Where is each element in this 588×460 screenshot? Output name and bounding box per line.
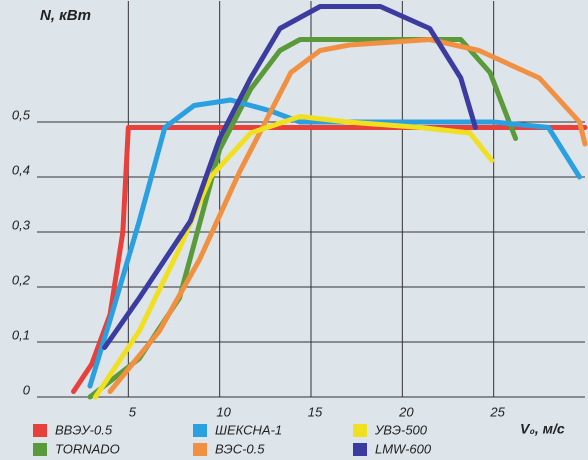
legend-swatch: [33, 424, 47, 437]
x-tick-label: 10: [216, 404, 231, 419]
y-tick-label: 0,5: [12, 107, 31, 122]
x-tick-label: 15: [308, 404, 323, 419]
series-line: [92, 114, 495, 400]
x-tick-label: 25: [489, 404, 505, 419]
legend-label: ВЭС-0.5: [215, 441, 265, 456]
legend-label: УВЭ-500: [374, 422, 428, 437]
legend-swatch: [353, 424, 367, 437]
x-tick-label: 5: [129, 404, 137, 419]
legend-swatch: [33, 443, 47, 456]
y-tick-label: 0,3: [12, 217, 31, 232]
y-tick-label: 0,2: [12, 272, 31, 287]
series-line: [107, 37, 588, 394]
series-line: [71, 125, 588, 394]
legend-label: ВВЭУ-0.5: [55, 422, 113, 437]
y-tick-label: 0: [23, 382, 31, 397]
series-line: [87, 97, 583, 389]
series-line: [102, 4, 478, 350]
x-tick-label: 20: [398, 404, 414, 419]
legend-swatch: [193, 443, 207, 456]
legend-swatch: [193, 424, 207, 437]
x-axis-label: V₀, м/с: [520, 421, 565, 437]
legend-label: LMW-600: [375, 441, 432, 456]
y-tick-label: 0,4: [12, 162, 30, 177]
legend-label: TORNADO: [55, 441, 120, 456]
y-tick-label: 0,1: [12, 327, 30, 342]
y-axis-label: N, кВт: [40, 7, 91, 24]
legend-label: ШЕКСНА-1: [215, 422, 282, 437]
legend-swatch: [353, 443, 367, 456]
